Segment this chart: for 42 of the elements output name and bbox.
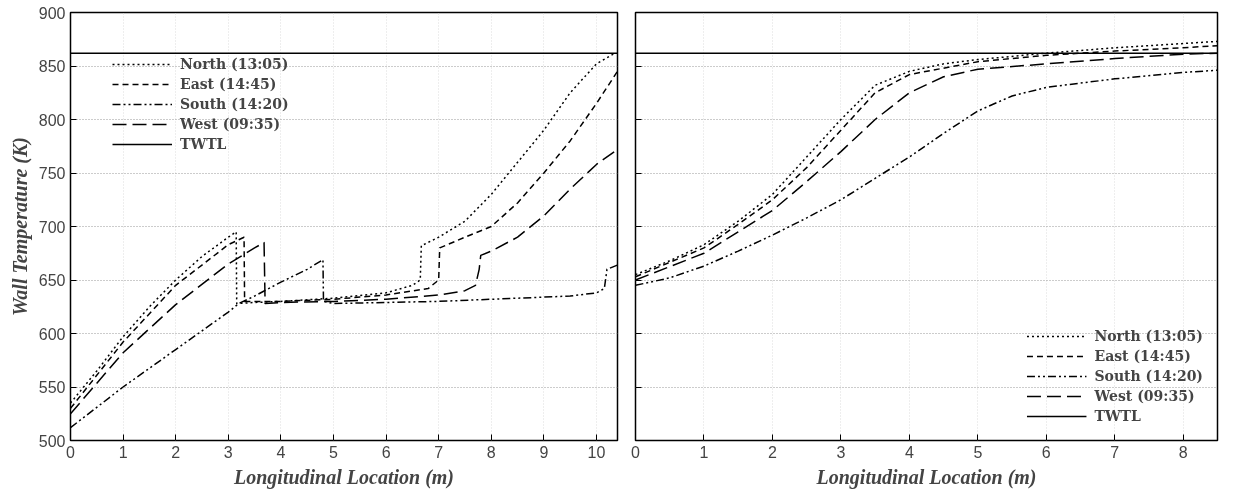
x-tick-label: 7 <box>1110 443 1120 461</box>
x-tick-label: 0 <box>631 443 641 461</box>
x-tick-label: 0 <box>66 443 76 461</box>
legend-label: East (14:45) <box>180 76 277 92</box>
x-tick-label: 1 <box>118 443 128 461</box>
y-tick-label: 850 <box>38 58 66 75</box>
x-tick-label: 1 <box>699 443 709 461</box>
legend-label: South (14:20) <box>180 96 289 112</box>
x-tick-label: 6 <box>381 443 391 461</box>
y-tick-label: 600 <box>38 325 66 343</box>
legend-label: West (09:35) <box>180 116 281 132</box>
legend-label: North (13:05) <box>1094 328 1203 344</box>
y-tick-label: 750 <box>38 165 66 182</box>
x-tick-label: 5 <box>973 443 983 461</box>
x-tick-label: 3 <box>836 443 846 461</box>
x-axis-title: Longitudinal Location (m) <box>815 465 1037 489</box>
y-tick-label: 900 <box>38 4 66 22</box>
x-tick-label: 3 <box>223 443 233 461</box>
x-tick-label: 10 <box>587 443 606 461</box>
x-tick-label: 7 <box>434 443 444 461</box>
legend-label: East (14:45) <box>1094 348 1191 364</box>
x-tick-label: 4 <box>276 443 286 461</box>
legend-label: North (13:05) <box>180 56 289 72</box>
x-tick-label: 8 <box>486 443 496 461</box>
x-tick-label: 9 <box>539 443 549 461</box>
y-tick-label: 650 <box>38 272 66 289</box>
x-tick-label: 8 <box>1178 443 1188 461</box>
legend-label: TWTL <box>1094 408 1141 424</box>
x-axis-title: Longitudinal Location (m) <box>232 465 455 489</box>
x-tick-label: 2 <box>171 443 181 461</box>
y-tick-label: 800 <box>38 111 66 129</box>
x-tick-label: 4 <box>904 443 914 461</box>
legend-label: West (09:35) <box>1094 388 1195 404</box>
y-axis-title: Wall Temperature (K) <box>8 137 32 316</box>
legend-label: South (14:20) <box>1094 368 1203 384</box>
x-tick-label: 5 <box>329 443 339 461</box>
y-tick-label: 550 <box>38 379 66 396</box>
x-tick-label: 6 <box>1041 443 1051 461</box>
y-tick-label: 500 <box>38 432 66 450</box>
y-tick-label: 700 <box>38 218 66 236</box>
x-tick-label: 2 <box>767 443 777 461</box>
legend-label: TWTL <box>180 136 227 152</box>
